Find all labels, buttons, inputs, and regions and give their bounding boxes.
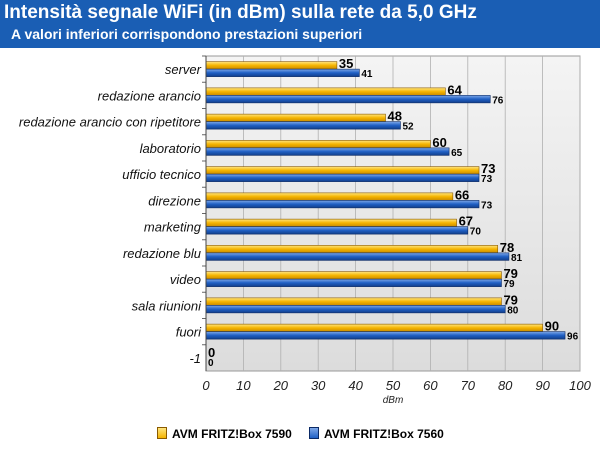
x-tick-label: 100 [569, 378, 591, 393]
bar-7560 [205, 95, 491, 104]
x-tick-label: 40 [348, 378, 363, 393]
x-tick-label: 70 [461, 378, 476, 393]
bar-7560 [205, 278, 502, 287]
data-label-7590: 60 [432, 135, 446, 150]
bar-7560 [205, 252, 510, 261]
bar-7590 [205, 166, 480, 175]
data-label-7590: 73 [481, 161, 495, 176]
category-label: server [165, 62, 202, 77]
data-label-7560: 41 [361, 69, 373, 80]
legend: AVM FRITZ!Box 7590 AVM FRITZ!Box 7560 [0, 424, 600, 446]
data-label-7560: 70 [470, 227, 482, 238]
data-label-7590: 90 [545, 319, 559, 334]
data-label-7560: 81 [511, 253, 523, 264]
data-label-7590: 67 [459, 214, 473, 229]
x-tick-label: 60 [423, 378, 438, 393]
x-tick-label: 90 [535, 378, 550, 393]
data-label-7560: 80 [507, 305, 519, 316]
bar-7560 [205, 200, 480, 209]
x-tick-label: 30 [311, 378, 326, 393]
data-label-7560: 0 [208, 358, 214, 369]
category-label: marketing [144, 220, 202, 235]
category-label: redazione arancio [98, 88, 201, 103]
category-label: video [170, 272, 201, 287]
bar-7590 [205, 271, 502, 280]
bar-7590 [205, 245, 499, 254]
category-label: fuori [176, 325, 202, 340]
data-label-7560: 52 [402, 122, 414, 133]
x-tick-label: 0 [202, 378, 210, 393]
data-label-7590: 0 [208, 345, 215, 360]
x-tick-label: 20 [273, 378, 289, 393]
x-tick-label: 10 [236, 378, 251, 393]
data-label-7560: 76 [492, 95, 504, 106]
data-label-7560: 73 [481, 174, 493, 185]
chart-title: Intensità segnale WiFi (in dBm) sulla re… [4, 2, 477, 23]
data-label-7590: 78 [500, 240, 514, 255]
category-label: -1 [189, 351, 201, 366]
data-label-7590: 64 [447, 82, 462, 97]
legend-label-7590: AVM FRITZ!Box 7590 [172, 427, 292, 441]
bar-7590 [205, 218, 457, 227]
bar-7560 [205, 68, 360, 77]
bar-7590 [205, 192, 454, 201]
bar-chart: 0 10 20 30 40 50 60 70 80 90 100 dBm server 35 41 redaz… [19, 55, 592, 406]
bar-7560 [205, 121, 401, 130]
bar-7590 [205, 113, 386, 122]
bar-7560 [205, 147, 450, 156]
bar-7590 [205, 140, 431, 149]
category-label: redazione arancio con ripetitore [19, 115, 201, 130]
data-label-7590: 79 [503, 266, 517, 281]
bar-7590 [205, 323, 543, 332]
legend-label-7560: AVM FRITZ!Box 7560 [324, 427, 444, 441]
bar-7560 [205, 226, 469, 235]
bar-7560 [205, 173, 480, 182]
data-label-7560: 65 [451, 148, 463, 159]
x-tick-label: 50 [386, 378, 401, 393]
x-axis-label: dBm [383, 395, 404, 406]
bar-7560 [205, 305, 506, 314]
category-label: sala riunioni [132, 298, 202, 313]
chart-subtitle: A valori inferiori corrispondono prestaz… [11, 26, 363, 42]
bar-7590 [205, 297, 502, 306]
category-label: direzione [148, 193, 201, 208]
bar-7590 [205, 61, 338, 70]
bar-7560 [205, 331, 566, 340]
data-label-7590: 35 [339, 56, 353, 71]
title-bar: Intensità segnale WiFi (in dBm) sulla re… [0, 0, 600, 48]
category-label: redazione blu [123, 246, 201, 261]
data-label-7590: 48 [388, 109, 402, 124]
data-label-7590: 79 [503, 292, 517, 307]
data-label-7590: 66 [455, 187, 469, 202]
data-label-7560: 79 [503, 279, 515, 290]
category-label: ufficio tecnico [122, 167, 201, 182]
data-label-7560: 73 [481, 200, 493, 211]
category-label: laboratorio [140, 141, 201, 156]
legend-swatch-7560 [309, 427, 319, 439]
x-tick-label: 80 [498, 378, 513, 393]
legend-swatch-7590 [157, 427, 167, 439]
data-label-7560: 96 [567, 332, 579, 343]
bar-7590 [205, 87, 446, 96]
